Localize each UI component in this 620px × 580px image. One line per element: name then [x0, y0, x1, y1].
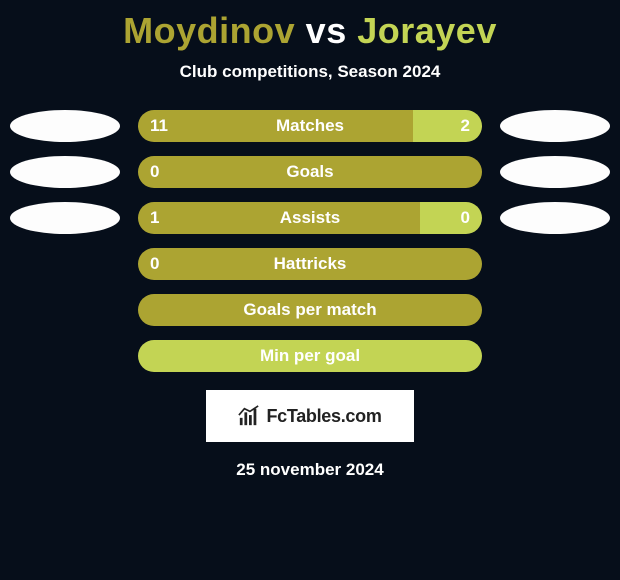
left-ellipse [10, 202, 120, 234]
stat-row: 0Hattricks [10, 248, 610, 280]
stat-bar: 0Goals [138, 156, 482, 188]
date-line: 25 november 2024 [0, 460, 620, 480]
logo-text: FcTables.com [266, 406, 381, 427]
title-player1: Moydinov [123, 10, 295, 51]
bar-right: 2 [413, 110, 482, 142]
stat-row: Min per goal [10, 340, 610, 372]
stat-row: Goals per match [10, 294, 610, 326]
bar-left-value: 11 [138, 116, 180, 136]
bar-right: 0 [420, 202, 482, 234]
stat-bar: Min per goal [138, 340, 482, 372]
right-ellipse [500, 156, 610, 188]
bar-left: 11 [138, 110, 413, 142]
bar-left: 0 [138, 248, 482, 280]
stat-bar: 0Hattricks [138, 248, 482, 280]
bar-left [138, 294, 482, 326]
stat-bar: 112Matches [138, 110, 482, 142]
title-vs: vs [306, 10, 347, 51]
chart-icon [238, 405, 260, 427]
bar-left-value: 0 [138, 162, 171, 182]
stat-bar: 10Assists [138, 202, 482, 234]
subtitle: Club competitions, Season 2024 [0, 62, 620, 82]
left-ellipse [10, 110, 120, 142]
stat-row: 112Matches [10, 110, 610, 142]
stat-row: 0Goals [10, 156, 610, 188]
bar-left: 1 [138, 202, 420, 234]
comparison-rows: 112Matches0Goals10Assists0HattricksGoals… [0, 110, 620, 372]
page-title: Moydinov vs Jorayev [0, 0, 620, 52]
bar-right-value: 0 [449, 208, 482, 228]
stat-bar: Goals per match [138, 294, 482, 326]
left-ellipse [10, 156, 120, 188]
bar-right-value: 2 [449, 116, 482, 136]
bar-right [138, 340, 482, 372]
stat-row: 10Assists [10, 202, 610, 234]
bar-left: 0 [138, 156, 482, 188]
right-ellipse [500, 110, 610, 142]
logo-badge: FcTables.com [206, 390, 414, 442]
bar-left-value: 0 [138, 254, 171, 274]
bar-left-value: 1 [138, 208, 171, 228]
right-ellipse [500, 202, 610, 234]
title-player2: Jorayev [357, 10, 497, 51]
